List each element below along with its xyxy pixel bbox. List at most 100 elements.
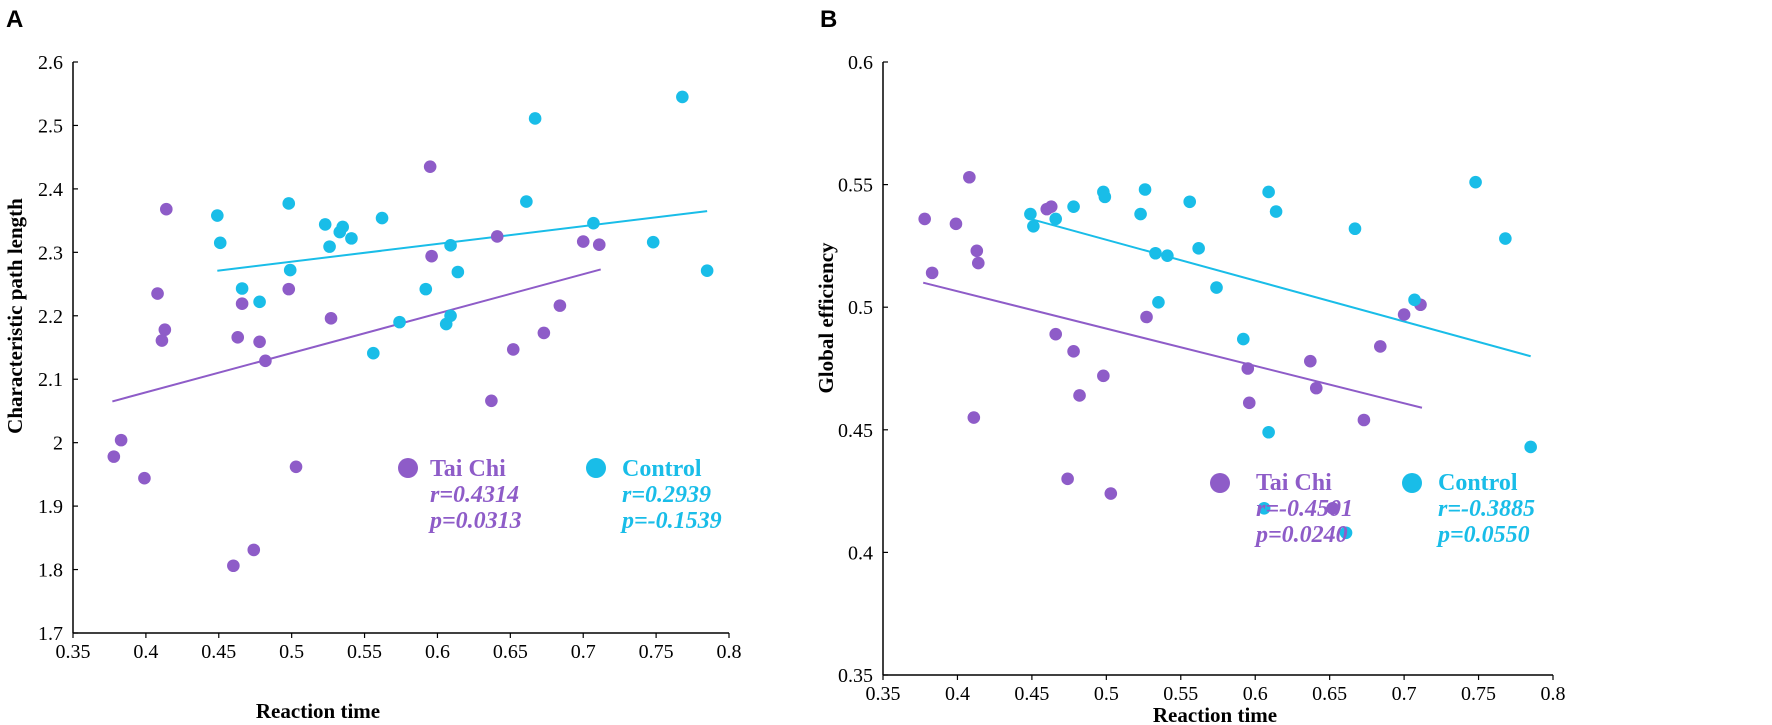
panel-a-control-point (283, 263, 297, 277)
panel-a-y-tick-label: 1.9 (38, 496, 63, 518)
panel-b-y-tick-label: 0.5 (848, 297, 873, 319)
panel-b-tai-chi-point (1373, 340, 1387, 353)
panel-a-x-tick-label: 0.4 (133, 641, 158, 663)
panel-a-control-point (336, 220, 349, 234)
panel-a-x-tick-label: 0.5 (279, 641, 304, 663)
panel-a-tai-chi-fit-line (112, 268, 601, 403)
panel-a-legend-tai-chi-label: Tai Chi (430, 456, 506, 482)
panel-b-y-axis-title: Global efficiency (814, 242, 838, 394)
panel-b-tai-chi-point (1067, 345, 1080, 358)
panel-a-x-tick-label: 0.75 (639, 641, 674, 663)
panel-b-control-point (1067, 200, 1080, 213)
panel-b-x-tick-label: 0.55 (1163, 683, 1198, 705)
panel-b-tai-chi-point (1357, 413, 1371, 427)
panel-b-control-point (1262, 425, 1275, 439)
panel-a-control-p-value: p=-0.1539 (620, 508, 722, 534)
panel-b-x-tick-label: 0.8 (1541, 683, 1566, 705)
panel-a-tai-chi-point (155, 334, 169, 347)
panel-b-control-point (1469, 175, 1482, 189)
panel-a-legend-control-marker (586, 458, 606, 478)
panel-b-plot-area: 0.35 0.4 0.45 0.5 0.55 0.6 0.65 0.7 0.75 0.8 0.35 0… (838, 52, 1566, 705)
panel-a-control-point (367, 346, 380, 360)
panel-a-tai-chi-point (259, 354, 272, 368)
panel-b-control-p-value: p=0.0550 (1436, 522, 1530, 548)
panel-b-x-tick-label: 0.35 (866, 683, 901, 705)
panel-b-x-tick-label: 0.45 (1014, 683, 1049, 705)
panel-a-y-tick-label: 2.5 (38, 115, 63, 137)
panel-b-control-point (1262, 185, 1275, 199)
panel-a-control-point (444, 309, 457, 323)
panel-a-control-point (451, 265, 465, 279)
panel-a-x-tick-label: 0.8 (717, 641, 742, 663)
panel-a-tai-chi-point (282, 282, 296, 296)
panel-a-control-point (323, 240, 336, 253)
panel-b-control-point (1024, 207, 1037, 221)
panel-b-y-tick-label: 0.55 (838, 175, 873, 197)
panel-a-tai-chi-r-value: r=0.4314 (430, 482, 519, 508)
panel-a-tai-chi-point (289, 460, 303, 474)
panel-b: B Reaction time Global efficiency 0.35 0.… (814, 6, 1566, 725)
panel-a-letter: A (6, 6, 23, 33)
panel-a-control-point (345, 232, 358, 245)
panel-a-tai-chi-point (324, 312, 338, 325)
panel-b-x-tick-label: 0.65 (1312, 683, 1347, 705)
panel-a-control-point (253, 295, 266, 309)
panel-b-y-tick-label: 0.6 (848, 52, 873, 74)
panel-a-y-axis-title: Characteristic path length (3, 198, 27, 434)
panel-b-control-point (1149, 246, 1162, 260)
panel-b-tai-chi-point (918, 212, 931, 226)
panel-b-legend-control-marker (1402, 473, 1422, 493)
panel-b-tai-chi-point (971, 256, 985, 270)
panel-a-control-point (375, 211, 389, 225)
panel-b-control-point (1524, 440, 1537, 454)
panel-a-tai-chi-point (159, 202, 173, 216)
panel-b-y-tick-label: 0.45 (838, 420, 873, 442)
panel-a-y-tick-label: 2.6 (38, 52, 63, 74)
panel-b-tai-chi-point (925, 266, 939, 280)
panel-a-y-tick-label: 1.7 (38, 623, 63, 645)
panel-a-tai-chi-point (592, 238, 606, 252)
panel-b-tai-chi-point (1242, 396, 1256, 410)
panel-a-tai-chi-point (425, 249, 438, 263)
panel-b-control-point (1257, 501, 1271, 515)
panel-a-tai-chi-point (227, 559, 240, 573)
panel-a-control-point (444, 239, 457, 252)
panel-a-control-point (520, 195, 533, 208)
panel-b-tai-chi-point (1309, 381, 1323, 395)
panel-b-control-point (1027, 219, 1040, 233)
panel-b-y-tick-label: 0.4 (848, 542, 873, 564)
panel-a-tai-chi-point (537, 326, 551, 340)
panel-a-y-tick-label: 2.3 (38, 242, 63, 264)
panel-b-x-tick-label: 0.6 (1243, 683, 1268, 705)
panel-a-control-point (235, 282, 249, 295)
panel-b-tai-chi-point (1097, 369, 1110, 383)
panel-b-tai-chi-p-value: p=0.0240 (1254, 522, 1348, 548)
panel-a-tai-chi-point (506, 343, 520, 356)
panel-b-legend-control-label: Control (1438, 470, 1518, 496)
panel-a-tai-chi-point (423, 160, 437, 173)
panel-a: A Reaction time Characteristic path leng… (3, 6, 742, 723)
panel-a-y-tick-label: 2 (53, 433, 63, 455)
panel-b-legend-tai-chi-marker (1210, 473, 1230, 493)
panel-a-y-tick-label: 1.8 (38, 560, 63, 582)
panel-a-tai-chi-point (151, 287, 164, 300)
panel-a-tai-chi-p-value: p=0.0313 (428, 508, 522, 534)
panel-b-control-point (1152, 295, 1165, 309)
panel-b-tai-chi-point (1304, 354, 1317, 368)
panel-b-x-axis-title: Reaction time (1153, 703, 1277, 725)
panel-a-control-point (528, 112, 542, 125)
panel-a-tai-chi-point (576, 235, 590, 248)
panel-a-legend: Tai Chi r=0.4314 p=0.0313 Control r=0.29… (398, 456, 722, 534)
panel-b-control-point (1134, 207, 1147, 221)
panel-a-plot-area: 0.35 0.4 0.45 0.5 0.55 0.6 0.65 0.7 0.75 0.8 1.7 1.… (38, 52, 742, 663)
panel-a-tai-chi-point (235, 297, 249, 311)
panel-b-control-point (1183, 195, 1197, 209)
panel-b-legend: Tai Chi r=-0.4501 p=0.0240 Control r=-0.… (1210, 470, 1535, 548)
panel-a-tai-chi-point (490, 230, 504, 243)
panel-a-control-point (211, 209, 224, 222)
panel-a-x-axis-title: Reaction time (256, 699, 380, 723)
panel-b-x-tick-label: 0.5 (1094, 683, 1119, 705)
panel-b-tai-chi-point (1049, 327, 1063, 341)
panel-b-tai-chi-point (963, 170, 976, 184)
panel-b-x-tick-label: 0.4 (945, 683, 970, 705)
